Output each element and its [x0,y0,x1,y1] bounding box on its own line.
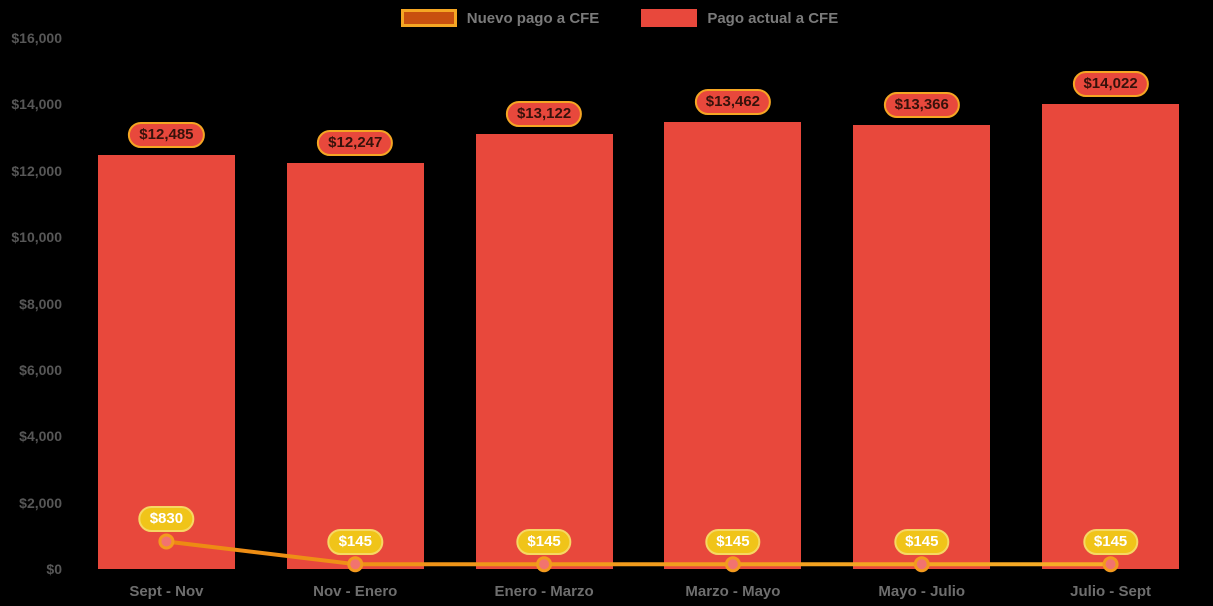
line-value-badge: $145 [705,529,761,556]
y-axis-label: $8,000 [19,295,62,312]
line-value-badge: $830 [138,506,195,533]
bar[interactable] [664,122,802,569]
line-point[interactable] [913,556,930,573]
legend-label-nuevo-pago: Nuevo pago a CFE [466,9,600,27]
trend-line [164,539,1113,567]
x-axis-label: Mayo - Julio [878,583,966,600]
bar-value-badge: $14,022 [1072,70,1149,97]
bar-value-badge: $13,122 [505,100,583,127]
legend-label-pago-actual: Pago actual a CFE [707,9,839,27]
legend-swatch-pago-actual [641,9,698,27]
y-axis-label: $2,000 [19,494,62,511]
bar[interactable] [97,154,235,569]
line-point[interactable] [347,556,364,573]
chart-legend: Nuevo pago a CFE Pago actual a CFE [26,9,1213,27]
y-axis-label: $4,000 [19,428,62,445]
line-value-badge: $145 [516,529,572,556]
bar-value-badge: $12,247 [317,129,394,156]
y-axis-label: $10,000 [11,229,62,246]
legend-item-nuevo-pago[interactable]: Nuevo pago a CFE [400,9,600,27]
bar-value-badge: $13,462 [694,89,772,116]
bar-value-badge: $13,366 [883,92,960,119]
y-axis-label: $12,000 [11,162,62,179]
line-point[interactable] [1102,556,1119,573]
y-axis-label: $16,000 [11,30,62,46]
legend-item-pago-actual[interactable]: Pago actual a CFE [641,9,838,27]
legend-swatch-nuevo-pago [400,9,457,27]
x-axis-label: Marzo - Mayo [685,583,781,600]
bar-value-badge: $12,485 [128,121,205,148]
bar[interactable] [475,133,613,569]
bar[interactable] [1042,103,1180,569]
x-axis-label: Enero - Marzo [494,583,594,600]
line-point[interactable] [724,556,741,573]
bar[interactable] [286,162,424,569]
line-value-badge: $145 [327,529,383,556]
line-point[interactable] [158,533,175,550]
y-axis-label: $14,000 [11,96,62,113]
line-value-badge: $145 [1082,529,1139,556]
y-axis-label: $0 [46,561,62,577]
x-axis-label: Nov - Enero [313,583,398,600]
line-point[interactable] [536,556,553,573]
x-axis-label: Julio - Sept [1070,583,1151,600]
y-axis-label: $6,000 [19,361,62,378]
x-axis-label: Sept - Nov [129,583,204,600]
line-value-badge: $145 [894,529,950,556]
bar[interactable] [853,125,991,569]
